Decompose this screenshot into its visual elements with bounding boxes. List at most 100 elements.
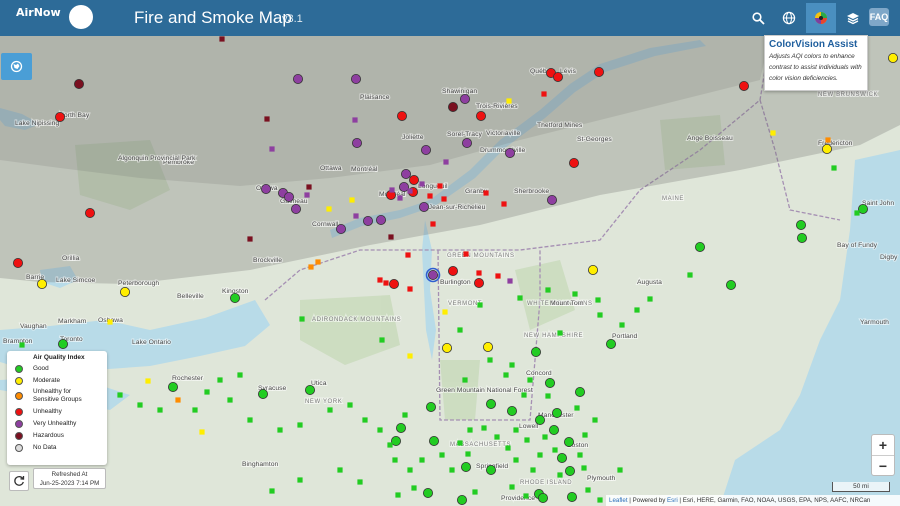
aqi-monitor-marker[interactable] (569, 157, 580, 168)
aqi-sensor-marker[interactable] (247, 236, 253, 242)
aqi-monitor-marker[interactable] (120, 286, 131, 297)
aqi-sensor-marker[interactable] (352, 117, 358, 123)
aqi-sensor-marker[interactable] (269, 146, 275, 152)
aqi-sensor-marker[interactable] (442, 309, 448, 315)
aqi-sensor-marker[interactable] (439, 452, 445, 458)
aqi-sensor-marker[interactable] (574, 405, 580, 411)
aqi-monitor-marker[interactable] (739, 81, 750, 92)
aqi-sensor-marker[interactable] (388, 234, 394, 240)
aqi-monitor-marker[interactable] (375, 214, 386, 225)
aqi-monitor-marker[interactable] (531, 346, 542, 357)
aqi-monitor-marker[interactable] (425, 401, 436, 412)
aqi-monitor-marker[interactable] (888, 53, 899, 64)
aqi-monitor-marker[interactable] (398, 181, 409, 192)
aqi-monitor-marker[interactable] (547, 194, 558, 205)
map-canvas[interactable]: Québec Lévis Shawinigan Trois-Rivières Thetf… (0, 36, 900, 506)
aqi-sensor-marker[interactable] (192, 407, 198, 413)
aqi-sensor-marker[interactable] (542, 434, 548, 440)
aqi-sensor-marker[interactable] (402, 412, 408, 418)
aqi-sensor-marker[interactable] (395, 492, 401, 498)
aqi-monitor-marker[interactable] (58, 338, 69, 349)
aqi-sensor-marker[interactable] (19, 342, 25, 348)
aqi-sensor-marker[interactable] (264, 116, 270, 122)
aqi-monitor-marker[interactable] (167, 381, 178, 392)
aqi-sensor-marker[interactable] (392, 457, 398, 463)
faq-button[interactable]: FAQ (869, 8, 889, 26)
aqi-monitor-marker[interactable] (606, 338, 617, 349)
aqi-sensor-marker[interactable] (545, 393, 551, 399)
aqi-sensor-marker[interactable] (524, 437, 530, 443)
aqi-sensor-marker[interactable] (441, 196, 447, 202)
aqi-monitor-marker[interactable] (292, 74, 303, 85)
aqi-monitor-marker[interactable] (441, 342, 452, 353)
globe-icon[interactable] (774, 3, 804, 33)
aqi-sensor-marker[interactable] (476, 270, 482, 276)
aqi-monitor-marker[interactable] (506, 405, 517, 416)
aqi-monitor-marker[interactable] (594, 67, 605, 78)
aqi-monitor-marker[interactable] (447, 265, 458, 276)
aqi-monitor-marker[interactable] (473, 277, 484, 288)
aqi-monitor-marker[interactable] (822, 143, 833, 154)
airnow-logo[interactable]: AirNow (16, 6, 61, 19)
aqi-sensor-marker[interactable] (687, 272, 693, 278)
aqi-sensor-marker[interactable] (304, 192, 310, 198)
aqi-monitor-marker[interactable] (420, 144, 431, 155)
aqi-sensor-marker[interactable] (523, 493, 529, 499)
aqi-sensor-marker[interactable] (509, 362, 515, 368)
aqi-sensor-marker[interactable] (483, 190, 489, 196)
aqi-sensor-marker[interactable] (462, 377, 468, 383)
colorvision-assist-icon[interactable] (806, 3, 836, 33)
aqi-sensor-marker[interactable] (387, 442, 393, 448)
aqi-monitor-marker[interactable] (362, 215, 373, 226)
aqi-sensor-marker[interactable] (347, 402, 353, 408)
aqi-sensor-marker[interactable] (137, 402, 143, 408)
aqi-sensor-marker[interactable] (377, 277, 383, 283)
aqi-sensor-marker[interactable] (430, 221, 436, 227)
aqi-sensor-marker[interactable] (407, 188, 413, 194)
aqi-monitor-marker[interactable] (229, 292, 240, 303)
aqi-monitor-marker[interactable] (482, 341, 493, 352)
aqi-sensor-marker[interactable] (308, 264, 314, 270)
aqi-sensor-marker[interactable] (407, 353, 413, 359)
aqi-sensor-marker[interactable] (117, 392, 123, 398)
refresh-button[interactable] (9, 471, 29, 491)
aqi-monitor-marker[interactable] (538, 492, 549, 503)
aqi-monitor-marker[interactable] (260, 183, 271, 194)
aqi-monitor-marker[interactable] (390, 435, 401, 446)
aqi-monitor-marker[interactable] (726, 279, 737, 290)
aqi-monitor-marker[interactable] (459, 94, 470, 105)
aqi-monitor-marker[interactable] (422, 487, 433, 498)
aqi-sensor-marker[interactable] (427, 193, 433, 199)
aqi-monitor-marker[interactable] (85, 207, 96, 218)
aqi-sensor-marker[interactable] (443, 159, 449, 165)
aqi-monitor-marker[interactable] (427, 269, 438, 280)
aqi-monitor-marker[interactable] (460, 461, 471, 472)
aqi-sensor-marker[interactable] (595, 297, 601, 303)
aqi-sensor-marker[interactable] (527, 377, 533, 383)
aqi-sensor-marker[interactable] (357, 479, 363, 485)
aqi-sensor-marker[interactable] (397, 195, 403, 201)
aqi-monitor-marker[interactable] (428, 435, 439, 446)
aqi-sensor-marker[interactable] (619, 322, 625, 328)
aqi-sensor-marker[interactable] (581, 465, 587, 471)
aqi-sensor-marker[interactable] (513, 457, 519, 463)
aqi-sensor-marker[interactable] (552, 447, 558, 453)
aqi-monitor-marker[interactable] (447, 102, 458, 113)
aqi-monitor-marker[interactable] (55, 112, 66, 123)
aqi-sensor-marker[interactable] (362, 417, 368, 423)
layers-icon[interactable] (838, 3, 868, 33)
aqi-sensor-marker[interactable] (299, 316, 305, 322)
aqi-sensor-marker[interactable] (247, 417, 253, 423)
aqi-sensor-marker[interactable] (419, 181, 425, 187)
aqi-sensor-marker[interactable] (457, 440, 463, 446)
aqi-sensor-marker[interactable] (405, 252, 411, 258)
aqi-sensor-marker[interactable] (831, 165, 837, 171)
aqi-sensor-marker[interactable] (411, 485, 417, 491)
aqi-monitor-marker[interactable] (549, 424, 560, 435)
aqi-sensor-marker[interactable] (501, 201, 507, 207)
aqi-sensor-marker[interactable] (557, 472, 563, 478)
aqi-sensor-marker[interactable] (509, 484, 515, 490)
aqi-sensor-marker[interactable] (463, 251, 469, 257)
aqi-sensor-marker[interactable] (407, 467, 413, 473)
aqi-sensor-marker[interactable] (175, 397, 181, 403)
